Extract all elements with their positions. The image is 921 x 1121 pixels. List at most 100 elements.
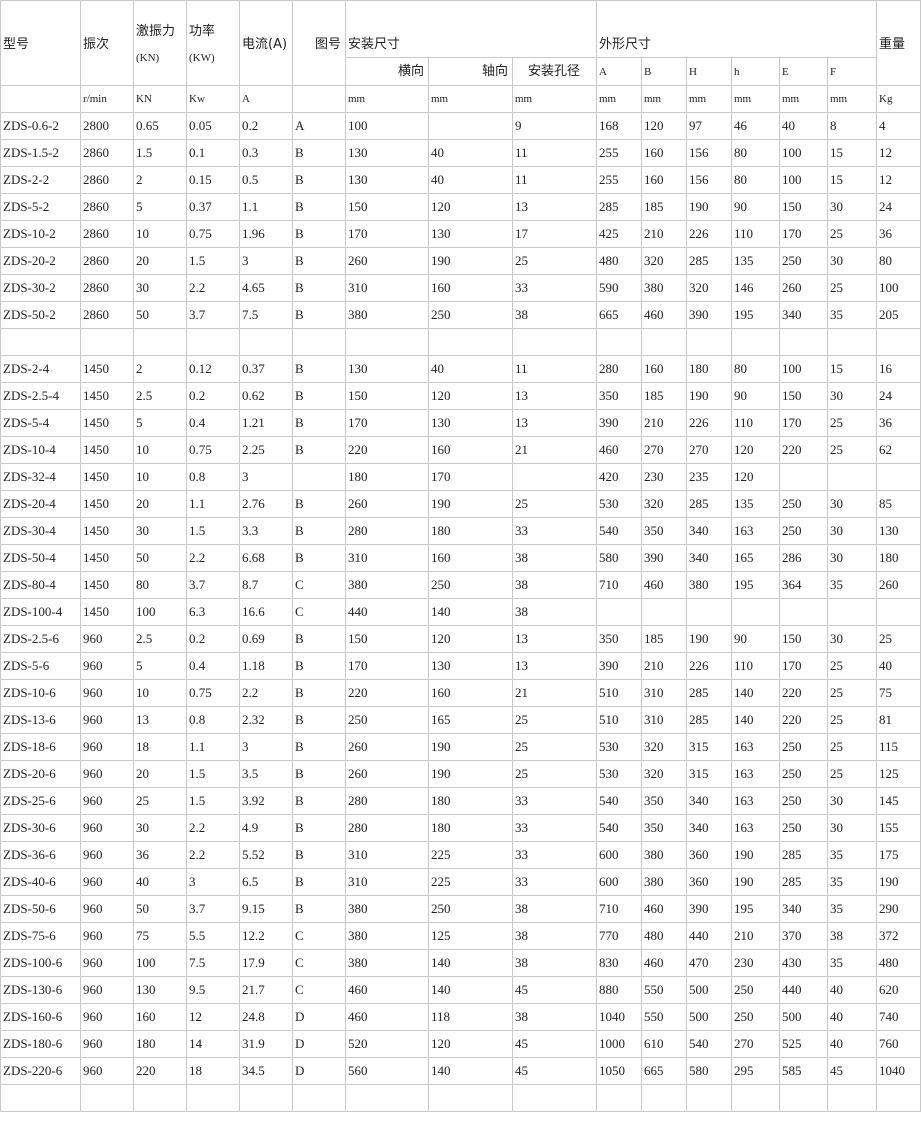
table-cell: 0.2 bbox=[189, 387, 206, 403]
table-cell: 380 bbox=[644, 279, 664, 295]
table-cell: 740 bbox=[879, 1008, 899, 1024]
header-cell: 图号 bbox=[314, 37, 341, 52]
table-cell: 40 bbox=[830, 981, 843, 997]
table-cell: 120 bbox=[734, 441, 754, 457]
table-cell: 38 bbox=[515, 576, 528, 592]
table-cell: 35 bbox=[830, 873, 843, 889]
table-cell: 1.1 bbox=[189, 738, 206, 754]
table-cell: 8.7 bbox=[242, 576, 259, 592]
table-cell: 130 bbox=[431, 225, 451, 241]
table-cell: 960 bbox=[83, 1008, 103, 1024]
table-cell: 45 bbox=[515, 981, 528, 997]
table-cell: 9 bbox=[515, 117, 522, 133]
table-cell: 12 bbox=[189, 1008, 202, 1024]
table-cell: B bbox=[295, 495, 304, 511]
table-cell: A bbox=[295, 117, 305, 133]
table-cell: 1.21 bbox=[242, 414, 265, 430]
grid-line bbox=[0, 166, 921, 167]
table-cell: 135 bbox=[734, 252, 754, 268]
table-cell: 2860 bbox=[83, 306, 109, 322]
table-cell: 25 bbox=[830, 738, 843, 754]
table-cell: 250 bbox=[431, 576, 451, 592]
table-cell: 21.7 bbox=[242, 981, 265, 997]
table-cell: 500 bbox=[689, 1008, 709, 1024]
table-cell: 125 bbox=[879, 765, 899, 781]
table-cell: 270 bbox=[734, 1035, 754, 1051]
table-cell: 5 bbox=[136, 657, 143, 673]
table-cell: 3.7 bbox=[189, 900, 206, 916]
table-cell: 440 bbox=[689, 927, 709, 943]
table-cell: 170 bbox=[431, 468, 451, 484]
grid-line bbox=[0, 0, 1, 1111]
table-cell: 310 bbox=[644, 684, 664, 700]
table-cell: B bbox=[295, 819, 304, 835]
table-cell: 190 bbox=[734, 873, 754, 889]
table-cell: 525 bbox=[782, 1035, 802, 1051]
table-cell: 160 bbox=[644, 144, 664, 160]
unit-cell: KN bbox=[136, 93, 152, 105]
header-cell: 外形尺寸 bbox=[599, 37, 652, 52]
table-cell: ZDS-180-6 bbox=[3, 1035, 63, 1051]
table-cell: 31.9 bbox=[242, 1035, 265, 1051]
table-cell: 24 bbox=[879, 387, 892, 403]
table-cell: 960 bbox=[83, 1035, 103, 1051]
table-cell: 226 bbox=[689, 657, 709, 673]
table-cell: 40 bbox=[879, 657, 892, 673]
table-cell: 425 bbox=[599, 225, 619, 241]
table-cell: 100 bbox=[782, 360, 802, 376]
table-cell: 1450 bbox=[83, 468, 109, 484]
table-cell: 960 bbox=[83, 630, 103, 646]
table-cell: 280 bbox=[599, 360, 619, 376]
table-cell: 5.5 bbox=[189, 927, 206, 943]
table-cell: 350 bbox=[644, 792, 664, 808]
table-cell: 2.76 bbox=[242, 495, 265, 511]
table-cell: 3.3 bbox=[242, 522, 259, 538]
table-cell: 540 bbox=[599, 522, 619, 538]
table-cell: 156 bbox=[689, 171, 709, 187]
table-cell: 38 bbox=[515, 1008, 528, 1024]
table-cell: 190 bbox=[689, 387, 709, 403]
grid-line bbox=[0, 1084, 921, 1085]
table-cell: 195 bbox=[734, 576, 754, 592]
table-cell: 7.5 bbox=[189, 954, 206, 970]
grid-line bbox=[0, 463, 921, 464]
grid-line bbox=[345, 57, 876, 58]
table-cell: 180 bbox=[348, 468, 368, 484]
table-cell: 470 bbox=[689, 954, 709, 970]
grid-line bbox=[0, 760, 921, 761]
table-cell: 140 bbox=[431, 981, 451, 997]
table-cell: 90 bbox=[734, 198, 747, 214]
table-cell: 50 bbox=[136, 306, 149, 322]
table-cell: 45 bbox=[515, 1035, 528, 1051]
grid-line bbox=[0, 841, 921, 842]
table-cell: 25 bbox=[515, 738, 528, 754]
table-cell: 286 bbox=[782, 549, 802, 565]
table-cell: 38 bbox=[830, 927, 843, 943]
table-cell: 4.9 bbox=[242, 819, 259, 835]
table-cell: 550 bbox=[644, 1008, 664, 1024]
table-cell: 25 bbox=[515, 711, 528, 727]
grid-line bbox=[596, 0, 597, 1111]
table-cell: 30 bbox=[830, 387, 843, 403]
table-cell: B bbox=[295, 441, 304, 457]
table-cell: 320 bbox=[644, 252, 664, 268]
table-cell: 100 bbox=[348, 117, 368, 133]
table-cell: 97 bbox=[689, 117, 702, 133]
table-cell: ZDS-75-6 bbox=[3, 927, 56, 943]
table-cell: 210 bbox=[644, 225, 664, 241]
table-cell: 1040 bbox=[599, 1008, 625, 1024]
table-cell: ZDS-30-2 bbox=[3, 279, 56, 295]
table-cell: 13 bbox=[515, 657, 528, 673]
table-cell: 160 bbox=[644, 171, 664, 187]
table-cell: 380 bbox=[348, 900, 368, 916]
table-cell: 38 bbox=[515, 954, 528, 970]
table-cell: 380 bbox=[689, 576, 709, 592]
grid-line bbox=[0, 733, 921, 734]
table-cell: 460 bbox=[644, 306, 664, 322]
grid-line bbox=[345, 0, 346, 1111]
table-cell: 0.05 bbox=[189, 117, 212, 133]
table-cell: 38 bbox=[515, 549, 528, 565]
table-cell: 280 bbox=[348, 792, 368, 808]
table-cell: 250 bbox=[782, 819, 802, 835]
